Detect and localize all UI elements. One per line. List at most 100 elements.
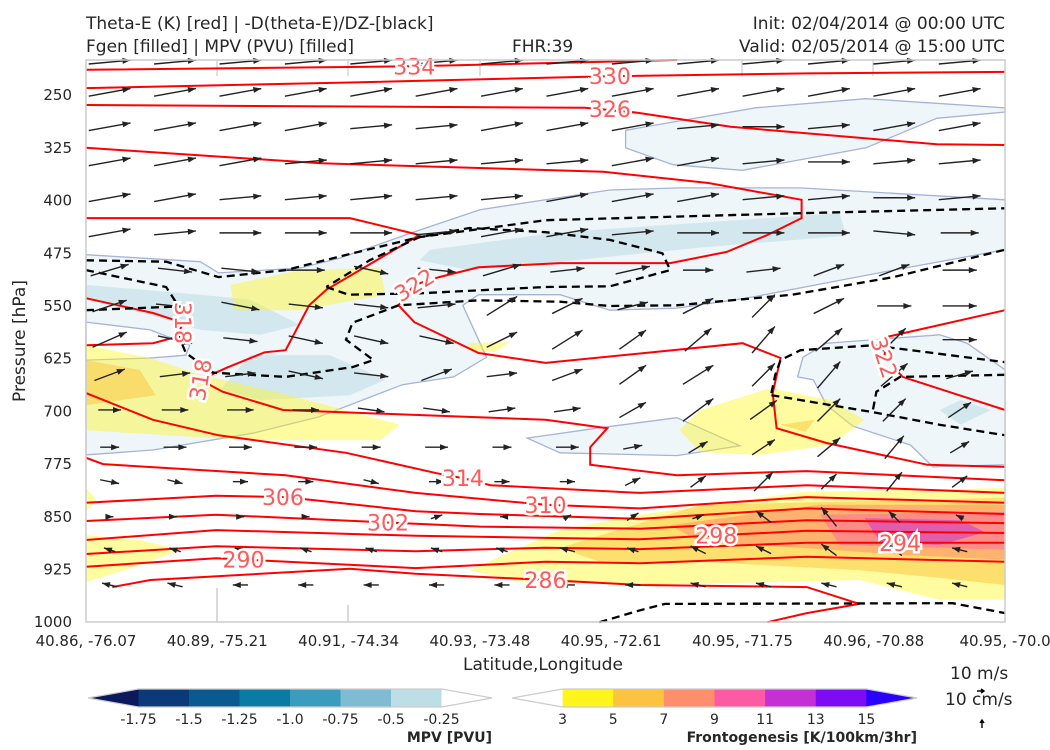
- theta-e-label: 294: [879, 532, 921, 557]
- wind-vector: [219, 229, 262, 236]
- wind-vector: [753, 471, 774, 492]
- colorbar-swatch: [512, 689, 563, 707]
- wind-vector: [415, 87, 458, 97]
- wind-vector: [169, 547, 181, 554]
- wind-vector: [677, 192, 720, 203]
- frontogenesis-fill-region: [469, 341, 511, 353]
- wind-vector: [496, 547, 508, 554]
- dtheta-dz-line: [771, 394, 1006, 437]
- wind-vector: [90, 263, 129, 277]
- wind-vector: [98, 407, 122, 413]
- wind-vector: [546, 87, 589, 97]
- wind-vector: [817, 398, 841, 422]
- wind-vector: [227, 407, 254, 413]
- wind-vector: [153, 192, 197, 203]
- x-tick-label: 40.95, -70.0: [959, 632, 1050, 650]
- y-tick-label: 775: [43, 455, 72, 473]
- fgen_colorbar-colorbar: 3 5 7 9 11 13 15 Frontogenesis [K/100km/3hr]: [511, 688, 918, 746]
- wind-vector: [938, 87, 981, 97]
- theta-e-label: 334: [393, 55, 435, 80]
- dtheta-dz-line: [85, 248, 1006, 379]
- colorbar-swatch: [866, 689, 917, 707]
- y-tick-label: 250: [43, 86, 72, 104]
- wind-vector: [494, 478, 510, 485]
- x-tick-label: 40.93, -73.48: [429, 632, 530, 650]
- wind-vector: [486, 370, 518, 378]
- wind-vector: [677, 122, 720, 130]
- wind-vector: [559, 546, 576, 553]
- wind-vector: [161, 407, 189, 413]
- wind-vector: [690, 545, 707, 555]
- wind-vector: [938, 193, 981, 201]
- wind-vector: [350, 229, 393, 236]
- wind-vector: [350, 122, 393, 130]
- wind-vector: [221, 267, 260, 275]
- colorbar-swatch: [290, 689, 341, 707]
- wind-vector: [88, 156, 131, 167]
- wind-vector: [949, 440, 970, 454]
- theta-e-label: 290: [223, 549, 265, 574]
- colorbar-tick-label: 15: [857, 712, 875, 728]
- theta-e-label: 298: [695, 524, 737, 549]
- vertical-key-arrow-icon: [979, 718, 985, 728]
- wind-vector: [492, 444, 512, 451]
- wind-vector: [415, 122, 458, 130]
- wind-vector: [611, 87, 654, 97]
- title-line-2: Fgen [filled] | MPV (PVU) [filled]: [86, 37, 355, 57]
- wind-vector: [625, 582, 641, 588]
- wind-vector: [942, 336, 977, 343]
- colorbar-tick-label: -1.75: [120, 712, 156, 728]
- wind-vector: [232, 582, 249, 588]
- wind-vector: [562, 514, 572, 522]
- wind-vector: [816, 361, 841, 389]
- init-time: Init: 02/04/2014 @ 00:00 UTC: [752, 14, 1005, 34]
- wind-vector: [219, 121, 262, 132]
- wind-vector: [88, 227, 131, 238]
- wind-vector: [480, 227, 523, 238]
- wind-vector: [288, 303, 323, 310]
- wind-vector: [820, 473, 837, 490]
- wind-vector: [221, 301, 260, 312]
- wind-vector: [417, 267, 456, 275]
- y-tick-label: 400: [43, 192, 72, 210]
- wind-vector: [363, 478, 379, 485]
- frontogenesis-fill-region: [86, 488, 97, 512]
- x-tick-label: 40.89, -75.21: [167, 632, 268, 650]
- wind-vector: [157, 267, 193, 275]
- mpv-fill-region: [939, 400, 991, 425]
- wind-vector: [873, 230, 916, 237]
- wind-vector: [624, 477, 641, 487]
- colorbar-tick-label: -1.5: [175, 712, 202, 728]
- colorbar-tick-label: 5: [609, 712, 618, 728]
- wind-vector: [559, 582, 575, 588]
- wind-vector: [619, 364, 647, 385]
- forecast-hour: FHR:39: [512, 37, 574, 57]
- wind-vector: [619, 329, 647, 350]
- wind-vector: [363, 582, 379, 588]
- wind-vector: [938, 121, 981, 132]
- colorbar-tick-label: 3: [558, 712, 567, 728]
- y-tick-label: 325: [43, 139, 72, 157]
- wind-vector: [430, 547, 443, 554]
- wind-vector: [682, 297, 714, 315]
- wind-vector: [546, 227, 589, 238]
- theta-e-line: [85, 456, 1006, 510]
- colorbar-tick-label: -1.0: [276, 712, 303, 728]
- wind-vector: [101, 582, 118, 588]
- wind-vector: [88, 87, 131, 97]
- wind-vector: [688, 440, 708, 454]
- wind-vector: [288, 370, 324, 380]
- wind-vector: [682, 364, 714, 385]
- wind-vector: [486, 295, 518, 317]
- wind-vector: [550, 266, 585, 273]
- wind-vector: [354, 303, 389, 310]
- wind-key-label: 10 m/s: [950, 664, 1009, 684]
- wind-vector: [480, 121, 523, 132]
- wind-vector: [742, 193, 785, 201]
- theta-e-line: [85, 70, 1006, 90]
- wind-vector: [361, 444, 381, 451]
- dtheta-dz-line: [871, 373, 1006, 413]
- wind-vector: [947, 401, 972, 419]
- wind-vector: [159, 370, 191, 378]
